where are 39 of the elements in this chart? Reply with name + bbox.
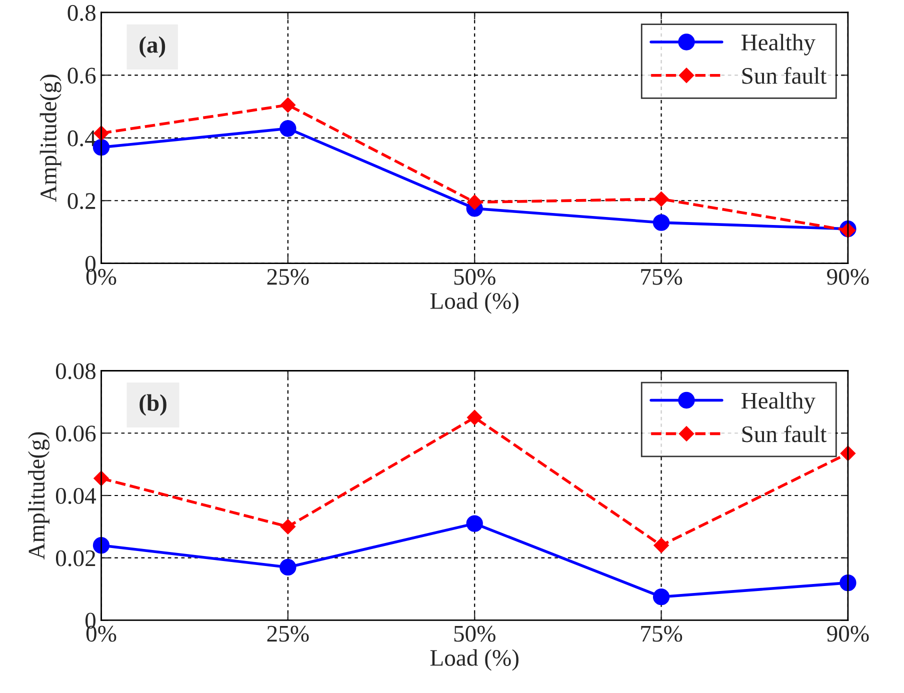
x-axis-title: Load (%)	[430, 649, 518, 671]
x-tick-label: 25%	[267, 626, 309, 642]
y-tick-label: 0.8	[68, 4, 96, 21]
y-axis-title: Amplitude(g)	[40, 74, 62, 202]
y-tick-label: 0.6	[68, 68, 96, 84]
legend-label: Healthy	[741, 392, 816, 414]
legend-label: Healthy	[741, 34, 816, 56]
point	[280, 120, 296, 137]
point	[467, 194, 482, 210]
x-tick-label: 75%	[641, 268, 682, 285]
x-tick-label: 75%	[641, 626, 682, 642]
x-tick-label: 50%	[454, 626, 496, 642]
y-tick-label: 0.06	[56, 426, 96, 442]
point	[654, 191, 669, 207]
legend-label: Sun fault	[742, 425, 827, 442]
point	[840, 574, 856, 592]
point	[280, 558, 296, 576]
point	[466, 515, 483, 532]
y-tick-label: 0.2	[68, 193, 96, 210]
y-axis-title: Amplitude(g)	[28, 432, 50, 560]
point	[652, 588, 670, 606]
legend-label: Sun fault	[742, 67, 827, 84]
x-tick-label: 25%	[267, 268, 309, 285]
y-tick-label: 0.02	[56, 550, 96, 566]
y-tick-label: 0.04	[56, 488, 96, 504]
x-axis-title: Load (%)	[430, 292, 518, 314]
x-tick-label: 50%	[454, 268, 496, 285]
point	[280, 97, 296, 113]
point	[280, 519, 296, 534]
x-tick-label: 90%	[827, 268, 869, 285]
y-tick-label: 0.08	[56, 363, 96, 380]
point	[654, 538, 669, 553]
annotation: (a)	[140, 36, 166, 58]
point	[840, 446, 856, 461]
annotation: (b)	[140, 394, 166, 416]
y-tick-label: 0.4	[68, 130, 96, 146]
point	[467, 410, 482, 426]
point	[652, 214, 670, 231]
x-tick-label: 90%	[827, 626, 869, 642]
